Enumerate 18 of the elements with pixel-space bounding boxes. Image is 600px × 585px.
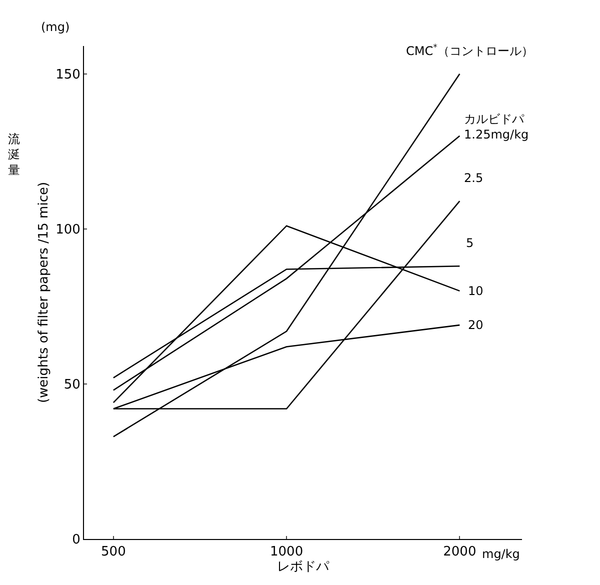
series-label: カルビドパ 1.25mg/kg — [464, 112, 529, 142]
y-tick-label: 100 — [56, 222, 80, 238]
y-tick-label: 150 — [56, 67, 80, 82]
y-tick-label: 0 — [72, 532, 80, 548]
series-label: 5 — [466, 236, 474, 250]
text: CMC$^{*}$（コントロール） — [406, 42, 534, 58]
series-label: 20 — [468, 318, 484, 332]
text: 流涎量 — [8, 132, 20, 178]
x-tick-label: 500 — [101, 544, 126, 560]
text: (mg) — [41, 20, 70, 34]
series-label: 2.5 — [464, 171, 484, 185]
series-label: 10 — [468, 284, 484, 298]
y-axis-title: (weights of filter papers /15 mice) — [36, 182, 52, 404]
x-tick-label: 2000 — [443, 544, 476, 560]
y-tick-label: 50 — [64, 378, 80, 393]
x-tick-label: 1000 — [270, 544, 304, 560]
x-axis-title: レボドパ — [277, 560, 330, 575]
text: mg/kg — [482, 547, 520, 561]
